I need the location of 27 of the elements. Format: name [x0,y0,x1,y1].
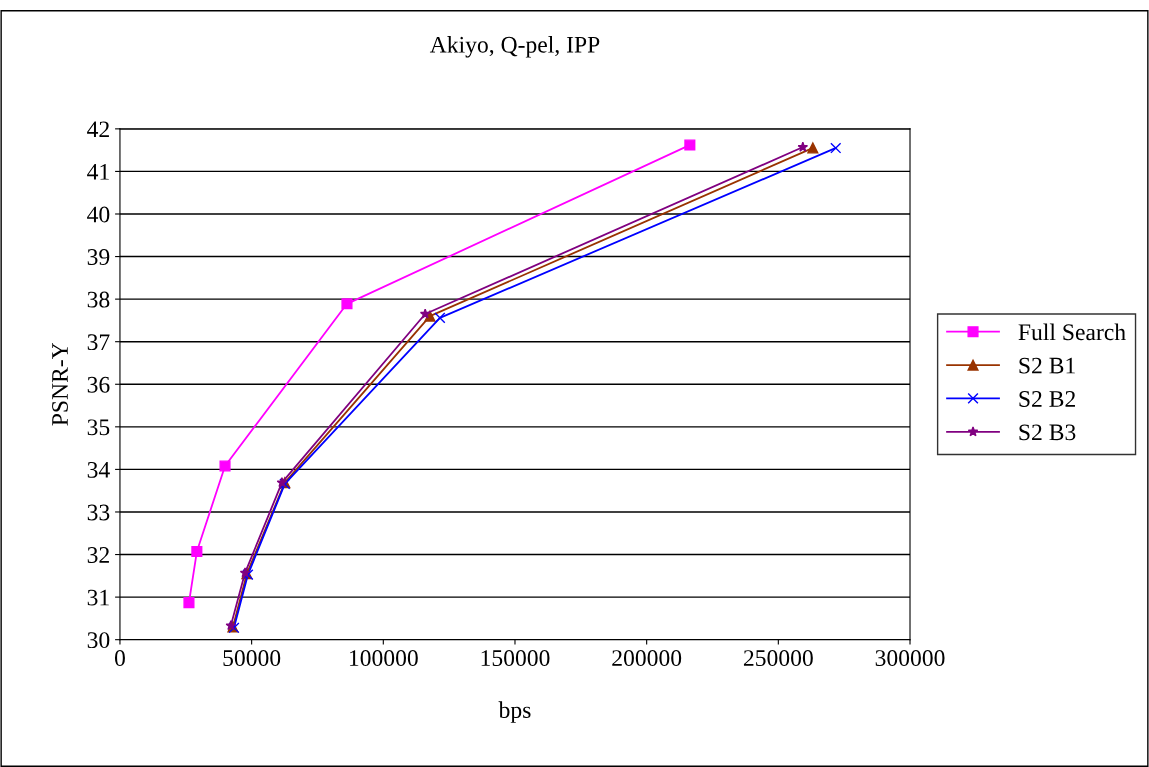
y-tick-label: 37 [87,334,110,351]
y-tick-label: 36 [87,376,110,393]
y-tick-label: 30 [87,632,110,649]
x-tick-label: 150000 [481,650,550,667]
y-tick-label: 42 [87,121,109,138]
x-tick-label: 250000 [743,650,813,667]
y-tick-label: 40 [87,206,110,223]
x-tick-label: 50000 [223,650,281,667]
y-tick-label: 38 [87,291,110,308]
legend-label: S2 B3 [1019,424,1076,441]
x-axis-title: bps [498,701,531,723]
y-tick-label: 34 [87,461,110,478]
legend-label: Full Search [1018,323,1126,341]
x-tick-label: 100000 [349,650,418,667]
x-tick-label: 300000 [875,650,945,667]
x-tick-label: 200000 [612,650,682,667]
y-axis-title: PSNR-Y [52,342,68,426]
y-tick-label: 33 [87,504,110,521]
y-tick-label: 39 [87,249,110,265]
y-tick-label: 41 [87,164,109,180]
y-tick-label: 31 [87,589,109,606]
legend-label: S2 B2 [1019,391,1075,407]
chart-title: Akiyo, Q-pel, IPP [429,36,600,58]
y-tick-label: 32 [87,547,109,563]
legend-label: S2 B1 [1019,357,1075,374]
x-tick-label: 0 [114,650,125,667]
y-tick-label: 35 [87,419,110,436]
